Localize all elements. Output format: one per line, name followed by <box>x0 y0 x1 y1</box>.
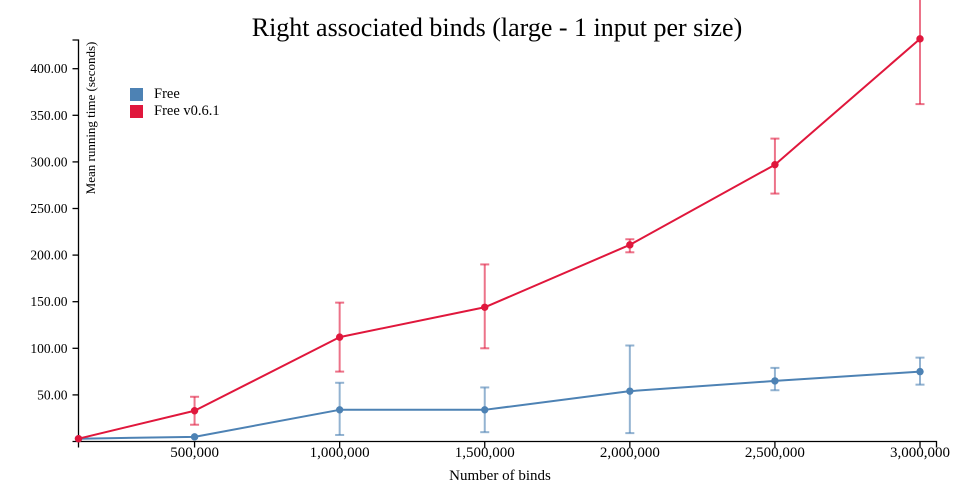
data-point-free-v0-6-1 <box>481 303 489 311</box>
data-point-free <box>335 406 344 414</box>
legend-label-free-v061: Free v0.6.1 <box>154 103 220 119</box>
y-axis-tick-label: 50.00 <box>37 387 68 402</box>
data-point-free <box>481 406 489 414</box>
legend-label-free: Free <box>154 86 180 102</box>
y-axis-tick-label: 150.00 <box>30 294 67 309</box>
legend-swatch-free-v061 <box>130 105 143 118</box>
data-point-free <box>190 433 199 441</box>
data-point-free-v0-6-1 <box>190 407 199 415</box>
y-axis-domain <box>72 39 80 443</box>
x-axis-label: Number of binds <box>449 468 551 484</box>
legend-item-free: Free <box>130 86 220 102</box>
legend: Free Free v0.6.1 <box>130 86 220 122</box>
x-axis-tick-label: 1,000,000 <box>310 445 370 461</box>
x-axis-tick-label: 1,500,000 <box>455 445 515 461</box>
legend-item-free-v061: Free v0.6.1 <box>130 103 220 119</box>
y-axis-tick-label: 200.00 <box>30 248 67 263</box>
data-point-free-v0-6-1 <box>771 160 779 169</box>
y-axis-tick-label: 100.00 <box>30 341 67 356</box>
x-axis-tick-label: 500,000 <box>170 445 219 461</box>
data-point-free <box>916 367 924 376</box>
data-point-free-v0-6-1 <box>74 435 83 443</box>
y-axis-label: Mean running time (seconds) <box>83 41 98 195</box>
data-point-free-v0-6-1 <box>626 241 634 249</box>
y-axis-tick-label: 300.00 <box>30 154 67 169</box>
x-axis-tick-label: 2,500,000 <box>745 445 805 461</box>
y-axis-tick-label: 400.00 <box>30 61 67 76</box>
data-point-free <box>771 377 779 385</box>
x-axis-domain <box>77 440 938 448</box>
y-axis-tick-label: 250.00 <box>30 201 67 216</box>
x-axis-tick-label: 2,000,000 <box>600 445 660 461</box>
data-point-free <box>626 387 634 395</box>
chart-title: Right associated binds (large - 1 input … <box>251 13 743 42</box>
x-axis-tick-label: 3,000,000 <box>890 445 950 461</box>
y-axis-tick-label: 350.00 <box>30 108 67 123</box>
data-point-free-v0-6-1 <box>335 333 344 341</box>
legend-swatch-free <box>130 88 143 101</box>
data-point-free-v0-6-1 <box>916 35 924 43</box>
